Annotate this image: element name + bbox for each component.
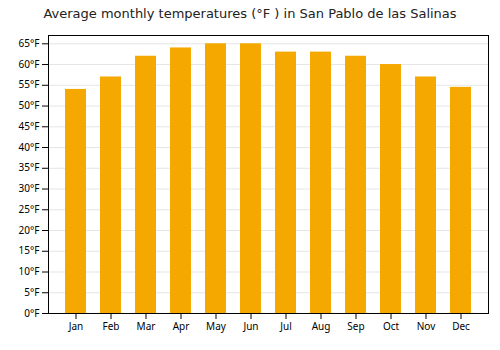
svg-text:Aug: Aug	[312, 319, 331, 333]
svg-text:Feb: Feb	[103, 319, 120, 333]
svg-text:Apr: Apr	[173, 319, 190, 333]
svg-text:Oct: Oct	[383, 319, 400, 333]
svg-text:55°F: 55°F	[19, 77, 40, 91]
svg-text:25°F: 25°F	[19, 202, 40, 216]
svg-text:Jun: Jun	[242, 319, 258, 333]
svg-text:Jul: Jul	[279, 319, 292, 333]
svg-text:Mar: Mar	[137, 319, 156, 333]
svg-text:10°F: 10°F	[19, 264, 40, 278]
svg-text:50°F: 50°F	[19, 98, 40, 112]
svg-text:5°F: 5°F	[24, 285, 39, 299]
svg-text:20°F: 20°F	[19, 223, 40, 237]
svg-text:15°F: 15°F	[19, 243, 40, 257]
svg-text:May: May	[206, 319, 227, 333]
html-text:Average monthly temperatures (: Average monthly temperatures (°F ) in Sa…	[43, 6, 457, 21]
svg-text:45°F: 45°F	[19, 119, 40, 133]
svg-text:40°F: 40°F	[19, 140, 40, 154]
svg-text:Sep: Sep	[347, 319, 364, 333]
svg-text:Jan: Jan	[68, 319, 84, 333]
svg-text:35°F: 35°F	[19, 160, 40, 174]
svg-text:60°F: 60°F	[19, 57, 40, 71]
svg-text:Nov: Nov	[417, 319, 436, 333]
svg-text:0°F: 0°F	[24, 306, 39, 320]
svg-text:65°F: 65°F	[19, 36, 40, 50]
svg-text:30°F: 30°F	[19, 181, 40, 195]
svg-text:Dec: Dec	[452, 319, 470, 333]
